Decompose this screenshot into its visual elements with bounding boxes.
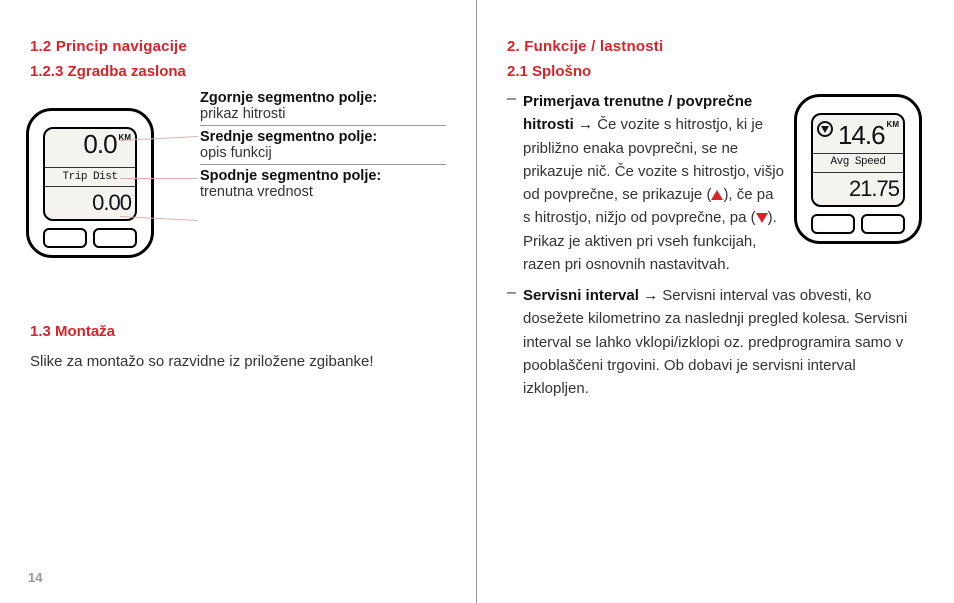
label-title: Zgornje segmentno polje: [200, 90, 446, 106]
page-number: 14 [28, 570, 42, 585]
device-body: 0.0 KM Trip Dist 0.00 [26, 108, 154, 258]
feature-item-service-interval: – Servisni interval → Servisni interval … [507, 284, 924, 400]
heading-2-1: 2.1 Splošno [507, 63, 924, 80]
label-row-bot: Spodnje segmentno polje: trenutna vredno… [200, 168, 446, 203]
device-button-left [811, 214, 855, 234]
current-value: 0.00 [92, 190, 131, 216]
screen-top-segment: 0.0 KM [45, 129, 135, 167]
feature-title: Servisni interval [523, 287, 639, 304]
device-button-right [93, 228, 137, 248]
function-label: Avg Speed [831, 154, 886, 171]
trend-down-icon [817, 121, 833, 137]
label-title: Spodnje segmentno polje: [200, 168, 446, 184]
montaza-text: Slike za montažo so razvidne iz priložen… [30, 350, 446, 373]
heading-1-2-3: 1.2.3 Zgradba zaslona [30, 63, 446, 80]
device-screen: 0.0 KM Trip Dist 0.00 [43, 127, 137, 221]
right-column: 2. Funkcije / lastnosti 2.1 Splošno – 14… [477, 0, 954, 603]
speed-value: 0.0 [83, 129, 116, 160]
triangle-down-icon [756, 213, 768, 223]
feature-content: 14.6 KM Avg Speed 21.75 [523, 90, 924, 276]
section-1-3: 1.3 Montaža Slike za montažo so razvidne… [30, 323, 446, 373]
label-desc: opis funkcij [200, 145, 446, 161]
heading-1-2: 1.2 Princip navigacije [30, 38, 446, 55]
label-row-mid: Srednje segmentno polje: opis funkcij [200, 129, 446, 165]
segment-labels: Zgornje segmentno polje: prikaz hitrosti… [200, 90, 446, 203]
label-title: Srednje segmentno polje: [200, 129, 446, 145]
triangle-up-icon [711, 190, 723, 200]
feature-text-wrap: Primerjava trenutne / povprečne hitrosti… [523, 90, 784, 276]
feature-list: – 14.6 KM [507, 90, 924, 400]
heading-2: 2. Funkcije / lastnosti [507, 38, 924, 55]
feature-content: Servisni interval → Servisni interval va… [523, 284, 924, 400]
screen-mid-segment: Trip Dist [45, 167, 135, 187]
screen-bottom-segment: 21.75 [813, 173, 903, 205]
manual-page: 1.2 Princip navigacije 1.2.3 Zgradba zas… [0, 0, 954, 603]
screen-mid-segment: Avg Speed [813, 153, 903, 173]
device-screen: 14.6 KM Avg Speed 21.75 [811, 113, 905, 207]
speed-value: 14.6 [838, 115, 885, 155]
screen-top-segment: 14.6 KM [813, 115, 903, 153]
arrow-icon: → [643, 287, 658, 304]
dash-bullet: – [507, 90, 523, 276]
device-button-right [861, 214, 905, 234]
dash-bullet: – [507, 284, 523, 400]
left-column: 1.2 Princip navigacije 1.2.3 Zgradba zas… [0, 0, 477, 603]
label-desc: prikaz hitrosti [200, 106, 446, 122]
device-illustration-right: 14.6 KM Avg Speed 21.75 [794, 94, 924, 254]
leader-line [120, 178, 198, 179]
device-body: 14.6 KM Avg Speed 21.75 [794, 94, 922, 244]
device-button-left [43, 228, 87, 248]
speed-unit: KM [887, 119, 899, 131]
function-label: Trip Dist [63, 171, 118, 183]
device-illustration-left: 0.0 KM Trip Dist 0.00 [26, 108, 156, 268]
current-value: 21.75 [849, 172, 899, 206]
screen-bottom-segment: 0.00 [45, 187, 135, 219]
feature-item-speed-compare: – 14.6 KM [507, 90, 924, 276]
arrow-icon: → [578, 116, 593, 133]
label-row-top: Zgornje segmentno polje: prikaz hitrosti [200, 90, 446, 126]
label-desc: trenutna vrednost [200, 184, 446, 200]
heading-1-3: 1.3 Montaža [30, 323, 446, 340]
